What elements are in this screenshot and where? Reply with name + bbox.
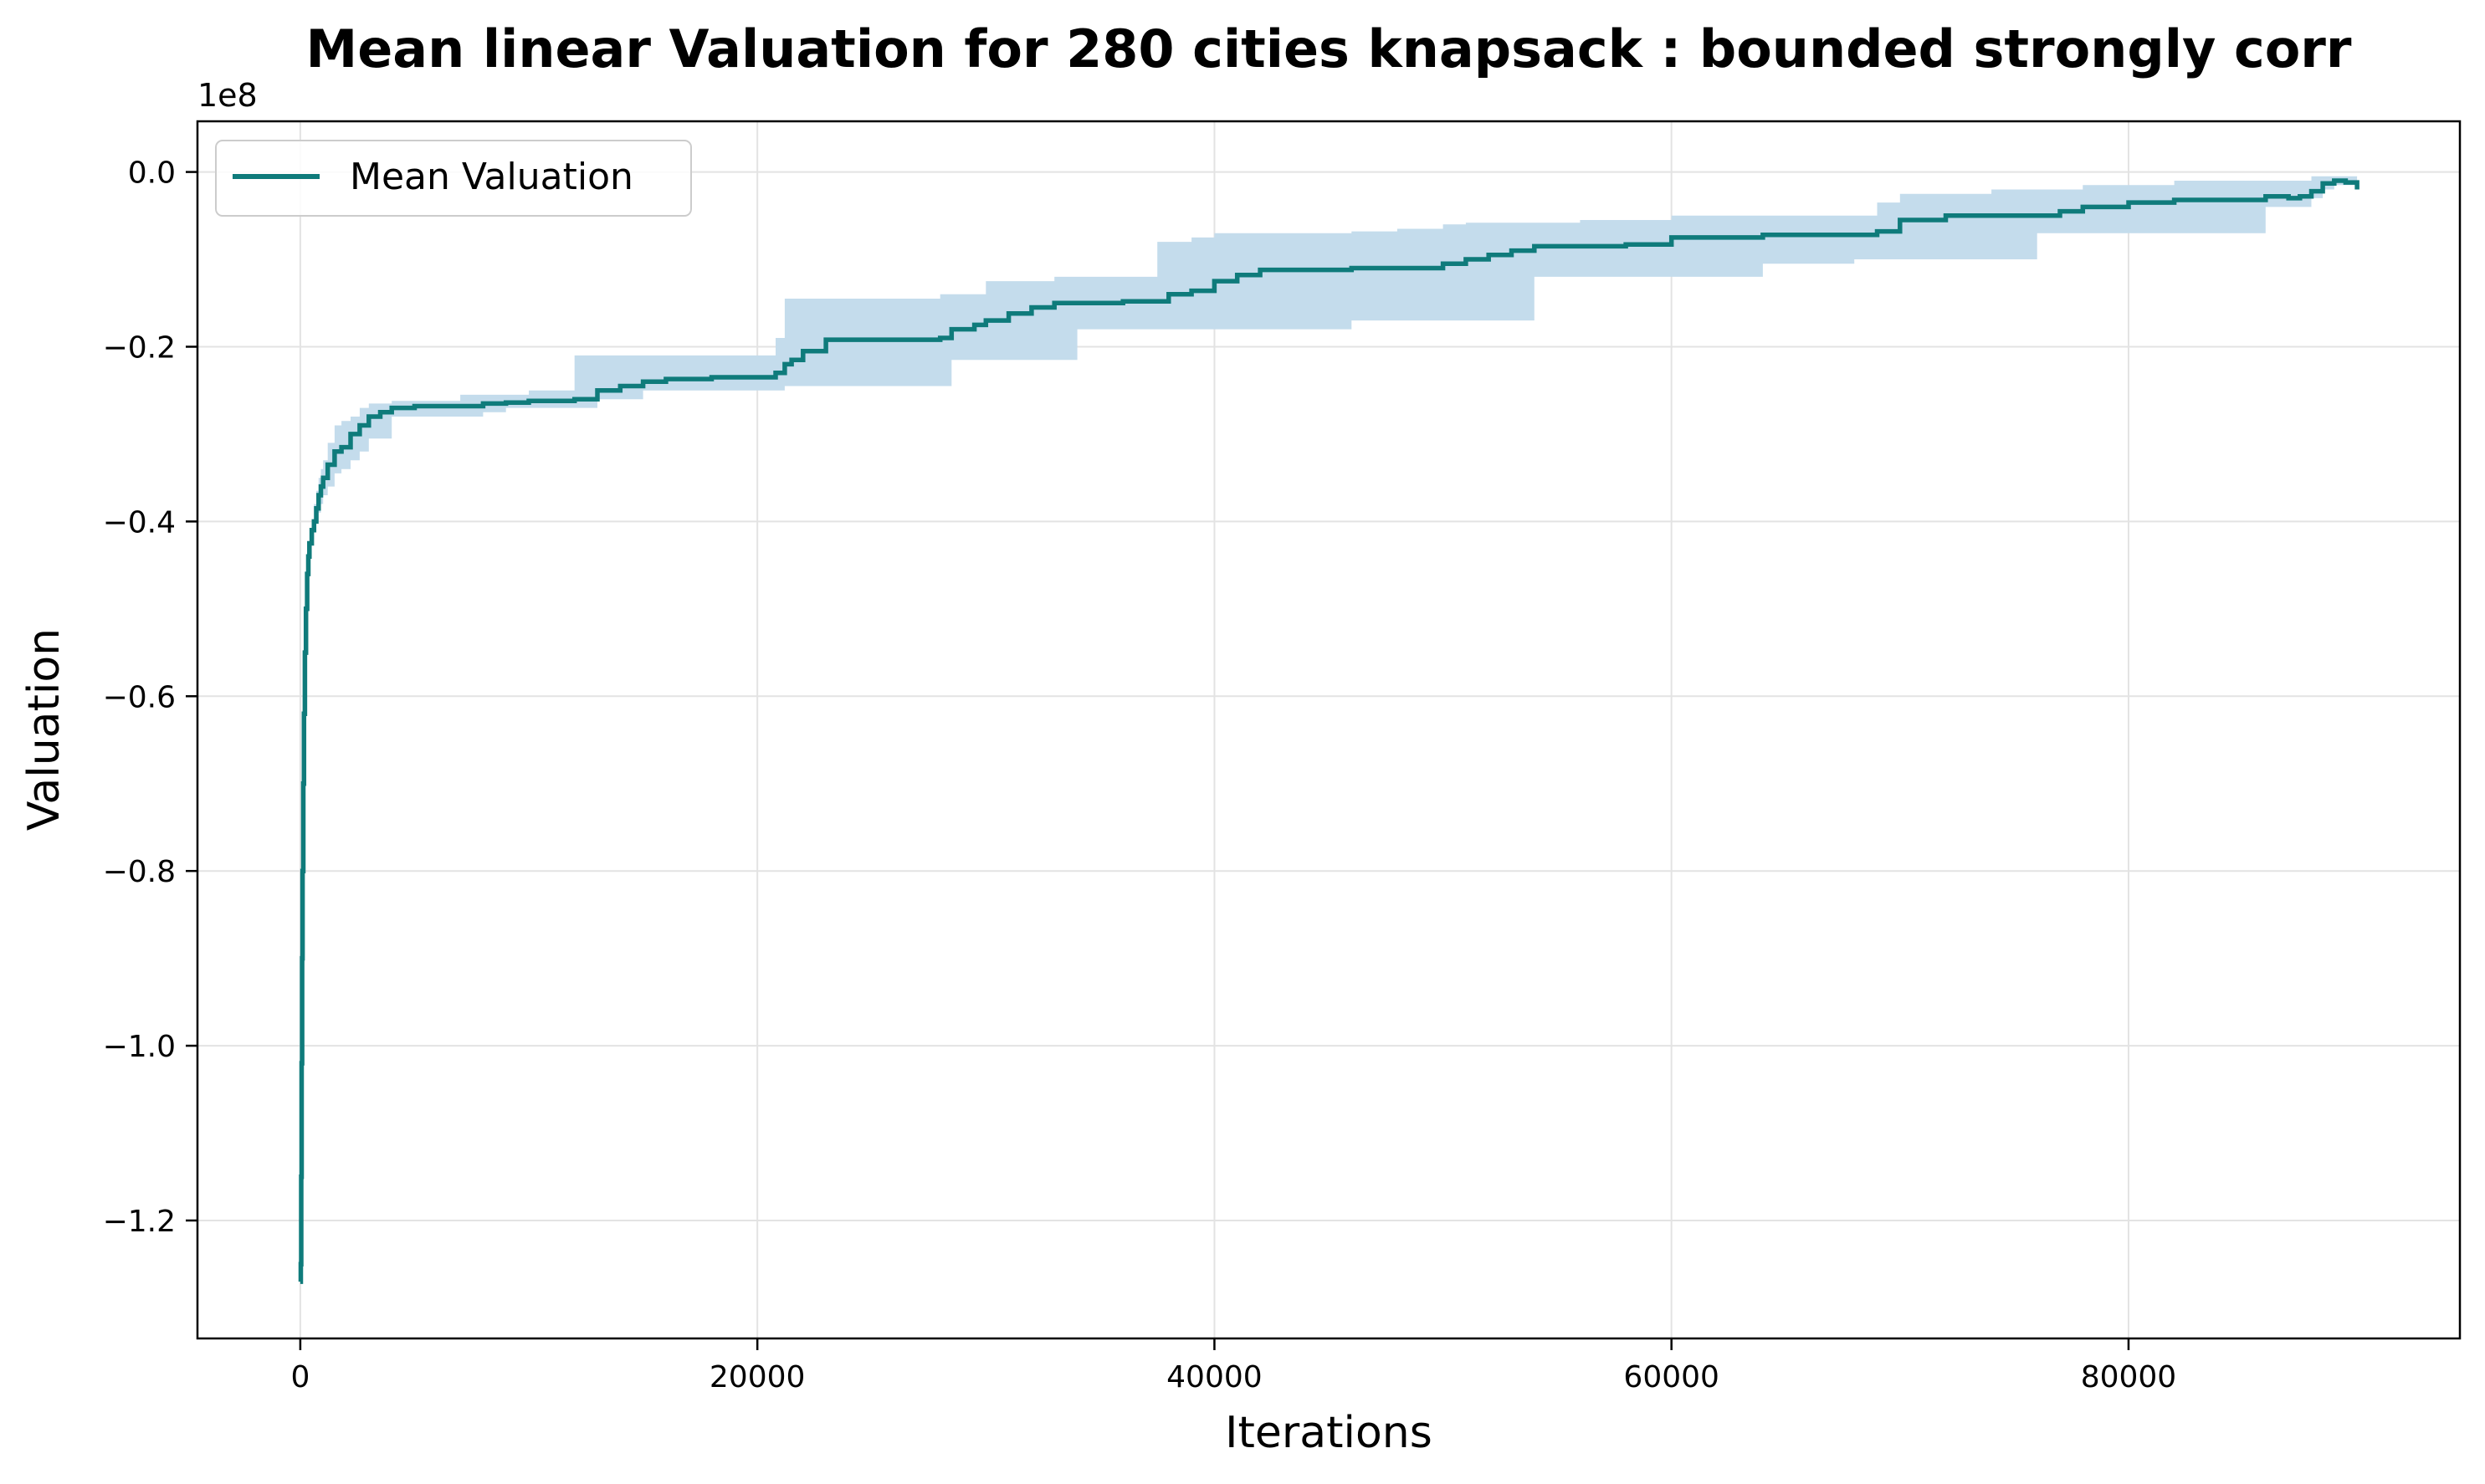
legend-label-mean-valuation: Mean Valuation <box>350 156 633 198</box>
y-tick-label: −1.0 <box>103 1030 176 1064</box>
y-tick-label: −1.2 <box>103 1205 176 1239</box>
x-axis-label: Iterations <box>1225 1408 1432 1458</box>
y-tick-label: −0.4 <box>103 505 176 540</box>
x-tick-label: 40000 <box>1166 1360 1263 1394</box>
y-tick-label: −0.2 <box>103 330 176 365</box>
y-axis-ticks: 0.0 −0.2 −0.4 −0.6 −0.8 −1.0 −1.2 <box>103 156 197 1239</box>
x-tick-label: 80000 <box>2081 1360 2177 1394</box>
y-tick-label: −0.6 <box>103 680 176 714</box>
y-tick-label: 0.0 <box>128 156 176 191</box>
x-axis-ticks: 0 20000 40000 60000 80000 <box>290 1338 2176 1394</box>
series-line-mean-valuation <box>298 178 2359 1284</box>
legend: Mean Valuation <box>215 140 692 217</box>
y-axis-label: Valuation <box>19 628 69 831</box>
x-tick-label: 60000 <box>1623 1360 1719 1394</box>
series-line-layer <box>298 178 2359 1284</box>
y-tick-label: −0.8 <box>103 855 176 889</box>
legend-frame <box>215 140 692 217</box>
y-offset-label: 1e8 <box>197 77 258 114</box>
x-tick-label: 20000 <box>710 1360 806 1394</box>
chart-title: Mean linear Valuation for 280 cities kna… <box>306 18 2352 79</box>
x-tick-label: 0 <box>290 1360 310 1394</box>
plot-area-frame <box>196 120 2462 1340</box>
